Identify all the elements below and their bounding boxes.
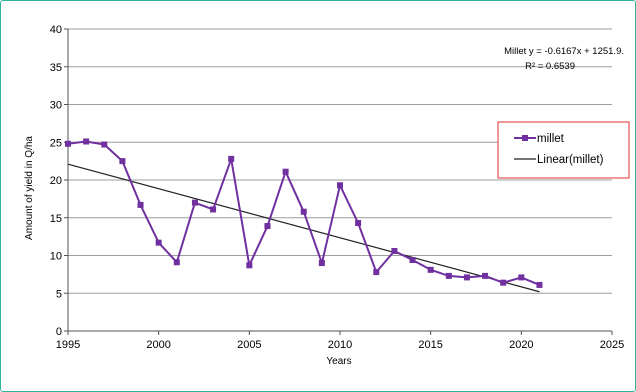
axes bbox=[64, 28, 613, 335]
y-tick-label-20: 20 bbox=[50, 175, 62, 187]
x-axis-title: Years bbox=[326, 356, 351, 367]
x-tick-label-2010: 2010 bbox=[328, 339, 352, 351]
millet-point-2001 bbox=[173, 259, 180, 266]
millet-point-1995 bbox=[65, 140, 71, 147]
y-tick-label-35: 35 bbox=[50, 62, 62, 74]
millet-point-2017 bbox=[463, 274, 470, 281]
millet-point-2019 bbox=[500, 279, 507, 286]
y-tick-label-10: 10 bbox=[50, 251, 62, 263]
trendline-equation: Millet y = -0.6167x + 1251.9. bbox=[504, 46, 624, 57]
x-tick-label-2000: 2000 bbox=[146, 339, 170, 351]
x-tick-label-2005: 2005 bbox=[237, 339, 261, 351]
legend-millet-marker bbox=[522, 135, 528, 141]
millet-point-2002 bbox=[191, 199, 198, 206]
millet-point-2013 bbox=[391, 247, 398, 254]
x-tick-label-2020: 2020 bbox=[509, 339, 533, 351]
millet-point-2005 bbox=[246, 262, 253, 269]
x-tick-label-2015: 2015 bbox=[418, 339, 442, 351]
y-tick-label-30: 30 bbox=[50, 100, 62, 112]
y-axis-title: Amount of yield in Q/ha bbox=[24, 136, 35, 240]
y-tick-label-0: 0 bbox=[56, 326, 62, 338]
y-tick-labels: 0 5 10 15 20 25 30 35 40 bbox=[50, 24, 62, 338]
legend-millet-label: millet bbox=[537, 133, 565, 145]
millet-point-2010 bbox=[337, 182, 343, 189]
millet-point-2018 bbox=[482, 272, 489, 279]
trendline-r-squared: R² = 0.6539 bbox=[525, 61, 575, 72]
millet-point-2004 bbox=[228, 155, 235, 162]
x-tick-label-1995: 1995 bbox=[56, 339, 80, 351]
millet-point-2000 bbox=[155, 239, 162, 246]
gridlines bbox=[68, 28, 612, 294]
trendline-linear-millet bbox=[67, 163, 540, 293]
y-tick-label-15: 15 bbox=[50, 213, 62, 225]
y-tick-label-25: 25 bbox=[50, 137, 62, 149]
millet-point-2003 bbox=[210, 206, 217, 213]
millet-point-2014 bbox=[409, 257, 416, 264]
millet-point-2011 bbox=[355, 220, 362, 227]
millet-point-2015 bbox=[427, 266, 434, 273]
millet-point-2012 bbox=[373, 269, 380, 276]
x-tick-labels: 1995 2000 2005 2010 2015 2020 2025 bbox=[56, 339, 624, 351]
legend: millet Linear(millet) bbox=[497, 121, 630, 179]
millet-point-2009 bbox=[318, 260, 325, 267]
millet-point-2016 bbox=[445, 272, 452, 279]
legend-linear-label: Linear(millet) bbox=[537, 154, 604, 166]
millet-point-2020 bbox=[518, 274, 525, 281]
x-tick-label-2025: 2025 bbox=[600, 339, 624, 351]
millet-point-2021 bbox=[536, 281, 543, 288]
millet-point-2007 bbox=[282, 168, 289, 175]
millet-point-1999 bbox=[137, 201, 144, 208]
millet-point-1997 bbox=[101, 141, 108, 148]
millet-point-1998 bbox=[119, 158, 126, 165]
y-tick-label-40: 40 bbox=[50, 24, 62, 36]
y-tick-label-5: 5 bbox=[56, 288, 62, 300]
legend-box bbox=[497, 121, 630, 179]
millet-point-2006 bbox=[264, 223, 271, 230]
trendline bbox=[67, 163, 540, 293]
millet-series bbox=[65, 138, 543, 288]
millet-point-1996 bbox=[83, 138, 90, 145]
millet-point-2008 bbox=[300, 208, 307, 215]
